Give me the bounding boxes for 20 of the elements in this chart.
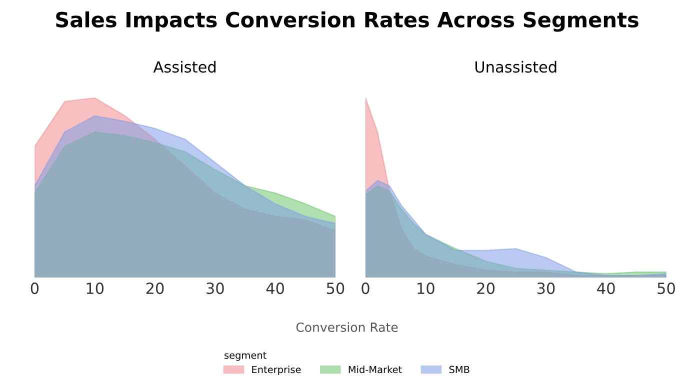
x-tick-label: 50 [658,282,675,294]
x-tick-label: 30 [206,282,224,294]
x-tick-label: 20 [146,282,164,294]
legend-label: SMB [449,366,470,374]
x-tick-label: 40 [266,282,284,294]
chart-subtitle: Assisted [153,60,216,73]
x-tick-label: 10 [86,282,104,294]
legend-label: Enterprise [252,366,301,376]
x-tick-label: 0 [362,282,370,294]
legend-label: Mid-Market [348,366,402,374]
x-tick-label: 20 [477,282,495,294]
x-tick-label: 40 [597,282,615,294]
x-tick-label: 50 [326,282,344,294]
chart-title: Sales Impacts Conversion Rates Across Segments [56,11,638,32]
chart-title: Unassisted [475,60,556,73]
x-tick-label: 30 [537,282,555,294]
legend-title: segment [224,352,266,361]
x-tick-label: 10 [418,282,434,294]
x-axis-title: Conversion Rate [296,322,398,332]
x-tick-label: 0 [30,282,39,294]
